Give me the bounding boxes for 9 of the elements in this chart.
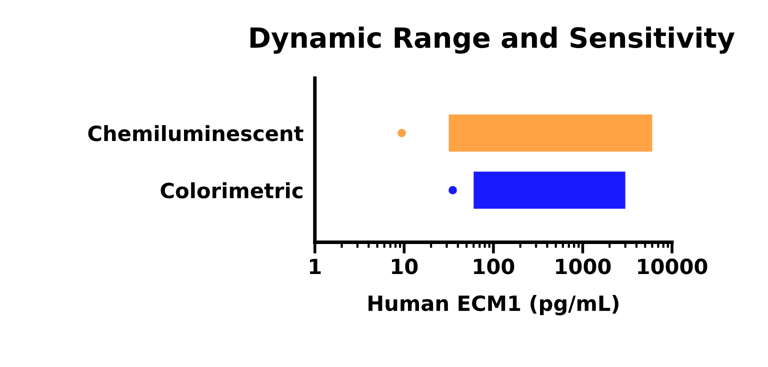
x-tick-label: 1000 bbox=[556, 258, 611, 274]
x-tick-label: 100 bbox=[474, 258, 514, 274]
x-axis-title: Human ECM1 (pg/mL) bbox=[368, 295, 618, 316]
x-tick-label: 1 bbox=[310, 258, 321, 274]
y-tick-label: Colorimetric bbox=[160, 182, 302, 198]
y-tick-label: Chemiluminescent bbox=[88, 125, 304, 142]
x-tick-label: 10000 bbox=[638, 258, 708, 274]
x-tick-label: 10 bbox=[392, 258, 418, 274]
chart-title: Dynamic Range and Sensitivity bbox=[250, 26, 735, 54]
